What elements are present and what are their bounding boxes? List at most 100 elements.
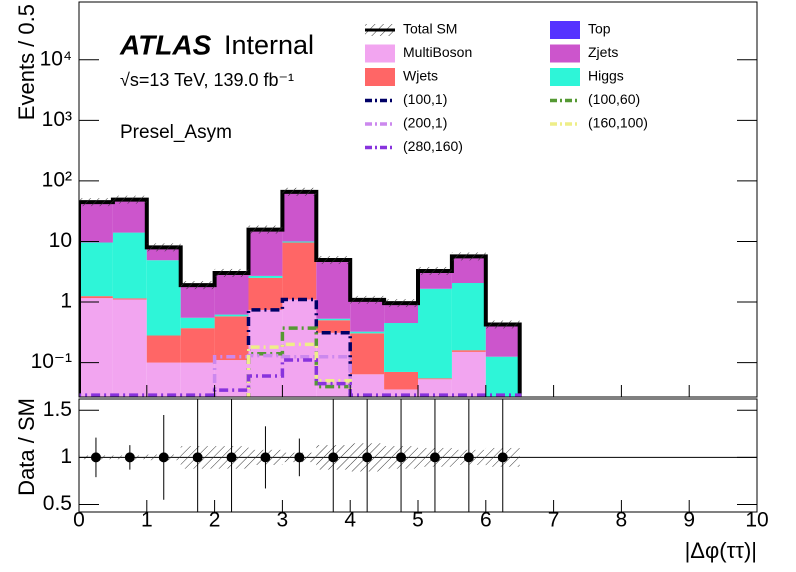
stack-bar xyxy=(350,374,385,397)
legend-label: (280,160) xyxy=(403,138,463,154)
data-point xyxy=(226,452,237,463)
stack-bar xyxy=(214,314,249,317)
stack-bar xyxy=(282,191,317,242)
x-tick-label: 3 xyxy=(277,509,289,532)
x-tick-label: 2 xyxy=(209,509,221,532)
stack-bar xyxy=(316,318,351,321)
data-point xyxy=(260,452,271,463)
stack-bar xyxy=(112,299,147,397)
data-point xyxy=(362,452,373,463)
y-tick-label: 10 xyxy=(49,229,72,252)
energy-label: √s=13 TeV, 139.0 fb⁻¹ xyxy=(120,70,294,90)
y-tick-label: 10³ xyxy=(42,108,72,131)
data-point xyxy=(328,452,339,463)
data-point xyxy=(124,452,135,463)
total-sm-hatch xyxy=(418,266,452,275)
stack-bar xyxy=(316,332,351,397)
data-point xyxy=(497,452,508,463)
legend-swatch xyxy=(365,68,395,86)
total-sm-hatch xyxy=(485,320,520,329)
data-point xyxy=(158,452,169,463)
stack-bar xyxy=(485,356,520,397)
legend-label: MultiBoson xyxy=(403,44,472,60)
legend-swatch xyxy=(365,44,395,63)
stack-bar xyxy=(214,360,249,397)
total-sm-hatch xyxy=(316,256,351,265)
stack-bar xyxy=(146,335,181,363)
legend-label: Top xyxy=(588,21,611,37)
overlay: ATLAS Internal √s=13 TeV, 139.0 fb⁻¹ Pre… xyxy=(14,1,769,563)
stack-bar xyxy=(350,331,385,334)
stack-bar xyxy=(384,303,418,324)
signal-line xyxy=(79,358,522,397)
stack-bar xyxy=(79,242,113,297)
stack-bar xyxy=(350,333,385,375)
stack-bar xyxy=(384,323,418,372)
stack-bar xyxy=(485,324,520,357)
stack-bar xyxy=(282,299,317,397)
stack-bar xyxy=(214,272,249,315)
x-tick-label: 1 xyxy=(141,509,153,532)
status: Internal xyxy=(224,30,314,60)
x-tick-label: 6 xyxy=(480,509,492,532)
y-tick-label: 10² xyxy=(42,168,72,191)
x-tick-label: 0 xyxy=(73,509,85,532)
stack-bar xyxy=(418,378,452,380)
legend-swatch xyxy=(550,44,580,63)
total-sm-hatch xyxy=(79,198,113,207)
signal-line xyxy=(246,326,352,397)
legend-label: (160,100) xyxy=(588,115,648,131)
ratio-y-tick-label: 1.5 xyxy=(43,398,72,421)
stack-bar xyxy=(451,256,486,284)
total-sm-hatch xyxy=(248,225,283,234)
legend-label: Wjets xyxy=(403,68,438,84)
total-sm-hatch xyxy=(112,195,147,204)
x-tick-label: 9 xyxy=(683,509,695,532)
total-sm-hatch xyxy=(350,295,385,304)
total-sm-hatch xyxy=(282,187,317,196)
stack-bar xyxy=(214,316,249,361)
legend-label: Higgs xyxy=(588,68,624,84)
total-sm-hatch xyxy=(214,268,249,277)
legend-label: (100,1) xyxy=(403,91,447,107)
y-axis-label: Events / 0.5 xyxy=(14,4,39,120)
stack-bar xyxy=(451,283,486,351)
stack-bar xyxy=(418,379,452,397)
stack-bar xyxy=(180,317,215,329)
x-tick-label: 8 xyxy=(616,509,628,532)
legend-label: (100,60) xyxy=(588,91,640,107)
experiment: ATLAS xyxy=(119,29,212,60)
stack-bar xyxy=(112,199,147,233)
x-tick-label: 4 xyxy=(344,509,356,532)
legend-label: (200,1) xyxy=(403,115,447,131)
stack-bar xyxy=(451,350,486,352)
stack-bar xyxy=(418,288,452,379)
stack-bar xyxy=(282,241,317,243)
signal-line xyxy=(246,297,352,397)
data-point xyxy=(429,452,440,463)
stack-bar xyxy=(112,232,147,299)
data-point xyxy=(396,452,407,463)
x-axis-label: |Δφ(ττ)| xyxy=(685,538,757,563)
data-point xyxy=(463,452,474,463)
stack-bar xyxy=(79,296,113,299)
stack-bar xyxy=(112,298,147,300)
ratio-y-tick-label: 0.5 xyxy=(43,492,72,515)
stack-bar xyxy=(451,351,486,397)
stack-bar xyxy=(418,270,452,289)
total-sm-hatch xyxy=(146,243,181,252)
signal-line xyxy=(246,342,352,397)
stack-bar xyxy=(180,285,215,318)
x-tick-label: 10 xyxy=(745,509,768,532)
y-tick-label: 10⁻¹ xyxy=(31,350,72,373)
signal-line xyxy=(212,353,352,397)
stack-bar xyxy=(350,299,385,332)
total-sm-hatch xyxy=(451,252,486,261)
stack-bar xyxy=(248,275,283,278)
stack-bar xyxy=(146,260,181,336)
total-sm-hatch xyxy=(384,299,418,308)
main-plot xyxy=(79,187,522,397)
region-label: Presel_Asym xyxy=(120,122,232,143)
stack-bar xyxy=(316,320,351,333)
stack-bar xyxy=(180,362,215,397)
